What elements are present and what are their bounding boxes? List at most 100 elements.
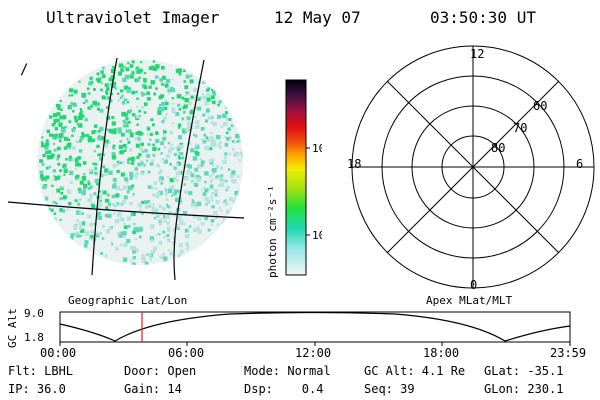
emission-pixel <box>142 164 145 168</box>
info-ip: IP: 36.0 <box>8 382 66 396</box>
emission-pixel <box>133 174 137 177</box>
emission-pixel <box>130 246 135 250</box>
emission-pixel <box>206 97 211 102</box>
info-gc-alt: GC Alt: 4.1 Re <box>364 364 466 378</box>
emission-pixel <box>171 146 175 151</box>
emission-pixel <box>63 173 66 176</box>
emission-pixel <box>136 69 141 74</box>
emission-pixel <box>86 133 90 137</box>
emission-pixel <box>76 219 80 223</box>
emission-pixel <box>223 200 226 203</box>
emission-pixel <box>78 149 83 153</box>
emission-pixel <box>226 131 229 135</box>
emission-pixel <box>203 96 207 100</box>
emission-pixel <box>210 131 213 135</box>
emission-pixel <box>139 208 142 211</box>
emission-pixel <box>131 72 135 76</box>
emission-pixel <box>176 144 180 148</box>
emission-pixel <box>120 172 125 177</box>
emission-pixel <box>202 192 207 196</box>
emission-pixel <box>117 99 120 102</box>
emission-pixel <box>154 208 159 213</box>
emission-pixel <box>190 179 195 184</box>
emission-pixel <box>194 150 198 155</box>
emission-pixel <box>104 198 109 203</box>
emission-pixel <box>228 118 232 121</box>
emission-pixel <box>166 203 169 206</box>
emission-pixel <box>157 147 161 151</box>
emission-pixel <box>111 194 116 199</box>
emission-pixel <box>58 122 63 127</box>
emission-pixel <box>96 213 100 218</box>
emission-pixel <box>181 96 185 100</box>
emission-pixel <box>137 162 142 167</box>
emission-pixel <box>59 139 62 143</box>
emission-pixel <box>172 78 175 81</box>
emission-pixel <box>77 163 82 167</box>
emission-pixel <box>47 205 51 209</box>
emission-pixel <box>182 211 187 215</box>
instrument-title: Ultraviolet Imager <box>46 8 220 27</box>
emission-pixel <box>177 253 182 258</box>
emission-pixel <box>149 138 152 141</box>
timeline-right-title: Apex MLat/MLT <box>426 294 513 307</box>
emission-pixel <box>152 143 155 147</box>
emission-pixel <box>159 169 163 173</box>
emission-pixel <box>46 129 50 134</box>
emission-pixel <box>74 104 77 107</box>
emission-pixel <box>202 140 206 144</box>
emission-pixel <box>94 171 98 176</box>
emission-pixel <box>229 136 232 140</box>
emission-pixel <box>127 140 131 144</box>
emission-pixel <box>45 197 49 201</box>
emission-pixel <box>98 130 101 133</box>
emission-pixel <box>46 155 52 160</box>
timeline-left-title: Geographic Lat/Lon <box>68 294 188 307</box>
emission-pixel <box>123 85 129 90</box>
emission-pixel <box>151 159 154 163</box>
emission-pixel <box>150 250 155 254</box>
emission-pixel <box>78 80 81 83</box>
emission-pixel <box>144 72 147 75</box>
emission-pixel <box>99 109 104 113</box>
emission-pixel <box>137 203 142 208</box>
emission-pixel <box>149 236 155 241</box>
emission-pixel <box>132 192 135 195</box>
emission-pixel <box>172 227 177 232</box>
timeline-ytick-min: 1.8 <box>24 331 44 344</box>
emission-pixel <box>185 127 190 132</box>
emission-pixel <box>218 145 222 149</box>
emission-pixel <box>167 142 170 145</box>
emission-pixel <box>230 173 235 178</box>
emission-pixel <box>237 138 242 143</box>
emission-pixel <box>123 98 126 101</box>
emission-pixel <box>121 199 126 204</box>
emission-pixel <box>202 113 206 117</box>
emission-pixel <box>123 242 128 247</box>
emission-pixel <box>165 214 170 219</box>
emission-pixel <box>221 221 225 225</box>
emission-pixel <box>197 229 202 234</box>
emission-pixel <box>177 216 182 221</box>
emission-pixel <box>211 158 215 162</box>
emission-pixel <box>195 124 200 129</box>
emission-pixel <box>99 126 104 132</box>
emission-pixel <box>129 64 134 68</box>
emission-pixel <box>88 135 92 139</box>
info-mode: Mode: Normal <box>244 364 331 378</box>
emission-pixel <box>129 148 133 152</box>
emission-pixel <box>166 175 169 178</box>
emission-pixel <box>77 202 81 206</box>
emission-pixel <box>135 68 138 71</box>
timeline-ytick-max: 9.0 <box>24 307 44 320</box>
auroral-emission-disk <box>37 59 243 265</box>
emission-pixel <box>107 202 111 206</box>
emission-pixel <box>206 199 211 204</box>
emission-pixel <box>211 95 215 99</box>
emission-pixel <box>162 253 165 256</box>
emission-pixel <box>157 108 161 113</box>
emission-pixel <box>48 165 51 168</box>
emission-pixel <box>45 150 49 155</box>
emission-pixel <box>132 230 136 235</box>
emission-pixel <box>108 98 113 103</box>
